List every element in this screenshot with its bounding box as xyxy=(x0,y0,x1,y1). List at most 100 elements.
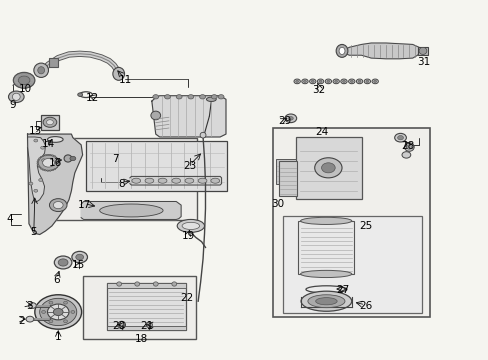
Text: 20: 20 xyxy=(112,321,125,331)
Ellipse shape xyxy=(113,67,124,80)
Ellipse shape xyxy=(164,95,170,99)
Ellipse shape xyxy=(321,163,334,173)
Ellipse shape xyxy=(211,95,217,99)
Polygon shape xyxy=(130,176,221,185)
Ellipse shape xyxy=(418,47,426,54)
Polygon shape xyxy=(27,137,45,202)
Ellipse shape xyxy=(47,154,49,156)
Bar xyxy=(107,283,185,330)
Ellipse shape xyxy=(326,80,329,82)
Ellipse shape xyxy=(340,79,346,84)
Ellipse shape xyxy=(53,202,63,209)
Text: 2: 2 xyxy=(18,316,24,325)
Ellipse shape xyxy=(118,321,125,328)
Ellipse shape xyxy=(40,298,77,325)
Ellipse shape xyxy=(49,199,67,212)
Ellipse shape xyxy=(37,161,39,163)
Text: 25: 25 xyxy=(358,221,371,231)
Ellipse shape xyxy=(300,270,351,278)
Ellipse shape xyxy=(58,259,68,266)
Ellipse shape xyxy=(177,220,204,232)
Text: 27: 27 xyxy=(336,285,349,296)
Ellipse shape xyxy=(8,91,24,103)
Text: 4: 4 xyxy=(6,215,13,224)
Ellipse shape xyxy=(13,72,35,88)
Ellipse shape xyxy=(71,311,75,314)
Bar xyxy=(49,58,58,67)
Ellipse shape xyxy=(38,155,59,171)
Ellipse shape xyxy=(314,158,341,178)
Ellipse shape xyxy=(49,320,53,323)
Ellipse shape xyxy=(53,309,63,316)
Bar xyxy=(82,276,195,338)
Ellipse shape xyxy=(39,158,41,159)
Ellipse shape xyxy=(47,304,69,320)
Ellipse shape xyxy=(63,320,67,323)
Ellipse shape xyxy=(26,316,34,322)
Ellipse shape xyxy=(34,63,48,77)
Ellipse shape xyxy=(18,76,30,85)
Ellipse shape xyxy=(319,80,322,82)
Ellipse shape xyxy=(54,168,56,170)
Ellipse shape xyxy=(117,282,122,286)
Ellipse shape xyxy=(35,295,81,329)
Ellipse shape xyxy=(394,134,406,142)
Ellipse shape xyxy=(210,178,219,183)
Text: 28: 28 xyxy=(401,141,414,151)
Ellipse shape xyxy=(206,97,216,102)
Bar xyxy=(298,221,353,274)
Text: 3: 3 xyxy=(25,301,32,311)
Ellipse shape xyxy=(63,301,67,304)
Ellipse shape xyxy=(49,154,51,156)
Ellipse shape xyxy=(158,178,166,183)
Ellipse shape xyxy=(76,254,83,260)
Text: 7: 7 xyxy=(112,154,119,164)
Ellipse shape xyxy=(52,155,54,156)
Ellipse shape xyxy=(49,170,51,171)
Ellipse shape xyxy=(198,178,206,183)
Ellipse shape xyxy=(12,93,20,100)
Text: 23: 23 xyxy=(183,161,196,171)
Text: 11: 11 xyxy=(118,75,131,85)
Text: 10: 10 xyxy=(19,84,32,94)
Ellipse shape xyxy=(49,301,53,304)
Ellipse shape xyxy=(349,80,352,82)
Text: 26: 26 xyxy=(358,301,371,311)
Ellipse shape xyxy=(64,155,72,162)
Ellipse shape xyxy=(47,170,49,171)
Text: 30: 30 xyxy=(270,199,284,210)
Ellipse shape xyxy=(311,80,314,82)
Ellipse shape xyxy=(184,178,193,183)
Ellipse shape xyxy=(348,79,354,84)
Ellipse shape xyxy=(39,166,41,168)
Ellipse shape xyxy=(41,159,45,162)
Ellipse shape xyxy=(317,79,323,84)
Ellipse shape xyxy=(34,189,38,192)
Bar xyxy=(276,159,295,184)
Ellipse shape xyxy=(334,80,337,82)
Ellipse shape xyxy=(42,158,54,167)
Ellipse shape xyxy=(47,136,63,142)
Ellipse shape xyxy=(295,80,298,82)
Ellipse shape xyxy=(199,95,205,99)
Ellipse shape xyxy=(46,120,53,125)
Text: 5: 5 xyxy=(30,227,37,237)
Ellipse shape xyxy=(41,146,44,149)
Bar xyxy=(417,46,427,55)
Ellipse shape xyxy=(42,155,44,157)
Bar xyxy=(107,283,185,288)
Ellipse shape xyxy=(135,282,140,286)
Bar xyxy=(86,140,227,191)
Text: 24: 24 xyxy=(314,127,327,136)
Text: 32: 32 xyxy=(311,85,325,95)
Ellipse shape xyxy=(182,222,199,229)
Text: 17: 17 xyxy=(78,200,91,210)
Polygon shape xyxy=(81,202,181,220)
Ellipse shape xyxy=(315,298,336,305)
Text: 8: 8 xyxy=(118,179,124,189)
Ellipse shape xyxy=(325,79,331,84)
Ellipse shape xyxy=(404,143,413,151)
Text: 12: 12 xyxy=(85,93,99,103)
Polygon shape xyxy=(27,134,82,234)
Text: 21: 21 xyxy=(140,321,153,331)
